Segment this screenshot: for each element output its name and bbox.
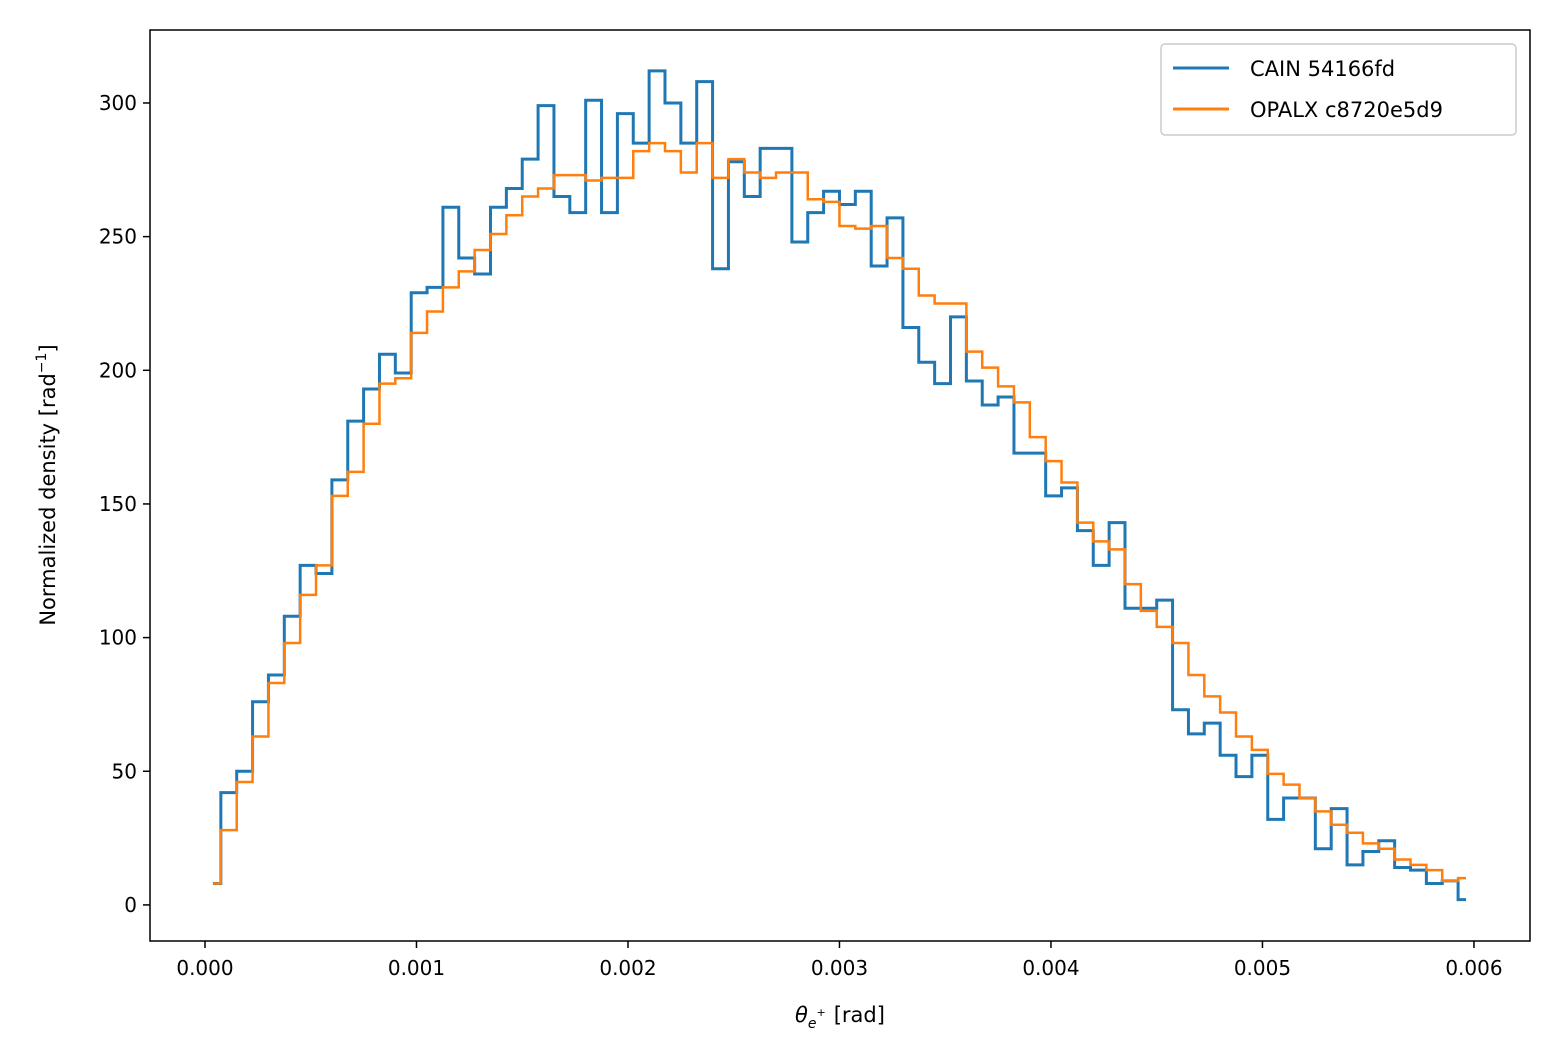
- y-axis: 0 50 100 150 200 250 300: [99, 91, 150, 917]
- x-tick-label: 0.004: [1022, 956, 1079, 980]
- x-axis: 0.000 0.001 0.002 0.003 0.004 0.005 0.006: [176, 941, 1503, 980]
- x-tick-label: 0.001: [388, 956, 445, 980]
- x-tick-label: 0.002: [599, 956, 656, 980]
- y-tick-label: 200: [99, 358, 137, 382]
- y-tick-label: 0: [124, 893, 137, 917]
- plot-frame: [149, 29, 1531, 942]
- x-tick-label: 0.005: [1234, 956, 1291, 980]
- legend-box: [1160, 43, 1517, 136]
- y-tick-label: 100: [99, 626, 137, 650]
- y-tick-label: 150: [99, 492, 137, 516]
- series-layer: [212, 69, 1467, 902]
- x-tick-label: 0.006: [1445, 956, 1502, 980]
- legend: CAIN 54166fd OPALX c8720e5d9: [1160, 43, 1517, 136]
- y-tick-label: 300: [99, 91, 137, 115]
- series-line-opalx: [212, 141, 1467, 885]
- y-tick-label: 250: [99, 225, 137, 249]
- x-tick-label: 0.003: [811, 956, 868, 980]
- x-axis-label: θe+ [rad]: [795, 1003, 885, 1032]
- legend-label-cain: CAIN 54166fd: [1250, 57, 1395, 81]
- y-tick-label: 50: [112, 759, 137, 783]
- legend-label-opalx: OPALX c8720e5d9: [1250, 98, 1443, 122]
- x-tick-label: 0.000: [176, 956, 233, 980]
- y-axis-label: Normalized density [rad−1]: [34, 344, 60, 625]
- series-line-cain: [212, 69, 1467, 902]
